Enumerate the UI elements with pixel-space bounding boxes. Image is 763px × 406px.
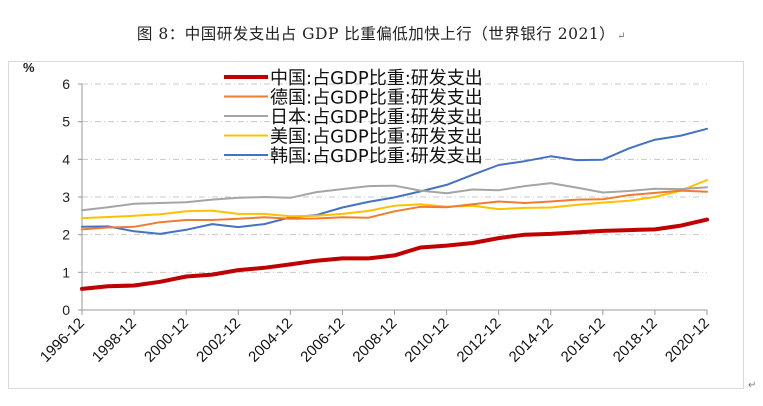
x-tick-label: 2000-12: [141, 315, 192, 366]
y-tick-label: 6: [62, 76, 70, 92]
y-tick-label: 3: [62, 189, 70, 205]
y-tick-label: 4: [62, 151, 70, 167]
y-axis-label: %: [23, 60, 35, 75]
series-lines: [80, 127, 709, 291]
x-tick-label: 2018-12: [610, 315, 661, 366]
x-tick-label: 2012-12: [454, 315, 505, 366]
x-tick-label: 2020-12: [662, 315, 713, 366]
series-line: [81, 189, 708, 231]
series-line: [81, 127, 708, 235]
legend-label: 韩国:占GDP比重:研发支出: [270, 146, 483, 167]
chart-title-text: 图 8：中国研发支出占 GDP 比重偏低加快上行（世界银行 2021）: [136, 25, 616, 43]
chart-frame: [8, 61, 744, 389]
x-tick-label: 2008-12: [349, 315, 400, 366]
paragraph-mark: ↵: [617, 31, 627, 42]
y-tick-label: 5: [62, 114, 70, 130]
chart-title: 图 8：中国研发支出占 GDP 比重偏低加快上行（世界银行 2021） ↵: [0, 22, 763, 44]
x-tick-label: 2016-12: [558, 315, 609, 366]
y-tick-label: 1: [62, 264, 70, 280]
series-line: [80, 217, 709, 291]
legend: 中国:占GDP比重:研发支出德国:占GDP比重:研发支出日本:占GDP比重:研发…: [224, 68, 483, 167]
y-tick-label: 0: [62, 302, 70, 318]
series-line: [81, 179, 708, 220]
legend-label: 日本:占GDP比重:研发支出: [270, 107, 483, 128]
x-tick-label: 2014-12: [506, 315, 557, 366]
y-tick-label: 2: [62, 227, 70, 243]
x-tick-label: 1996-12: [37, 315, 88, 366]
legend-label: 美国:占GDP比重:研发支出: [270, 127, 483, 148]
series-line: [81, 182, 708, 212]
x-tick-label: 2004-12: [245, 315, 296, 366]
x-tick-label: 2006-12: [297, 315, 348, 366]
x-tick-label: 2010-12: [401, 315, 452, 366]
x-tick-label: 1998-12: [89, 315, 140, 366]
legend-label: 中国:占GDP比重:研发支出: [270, 68, 483, 89]
legend-label: 德国:占GDP比重:研发支出: [270, 88, 483, 109]
paragraph-mark-end: ↵: [748, 380, 757, 391]
x-tick-label: 2002-12: [193, 315, 244, 366]
